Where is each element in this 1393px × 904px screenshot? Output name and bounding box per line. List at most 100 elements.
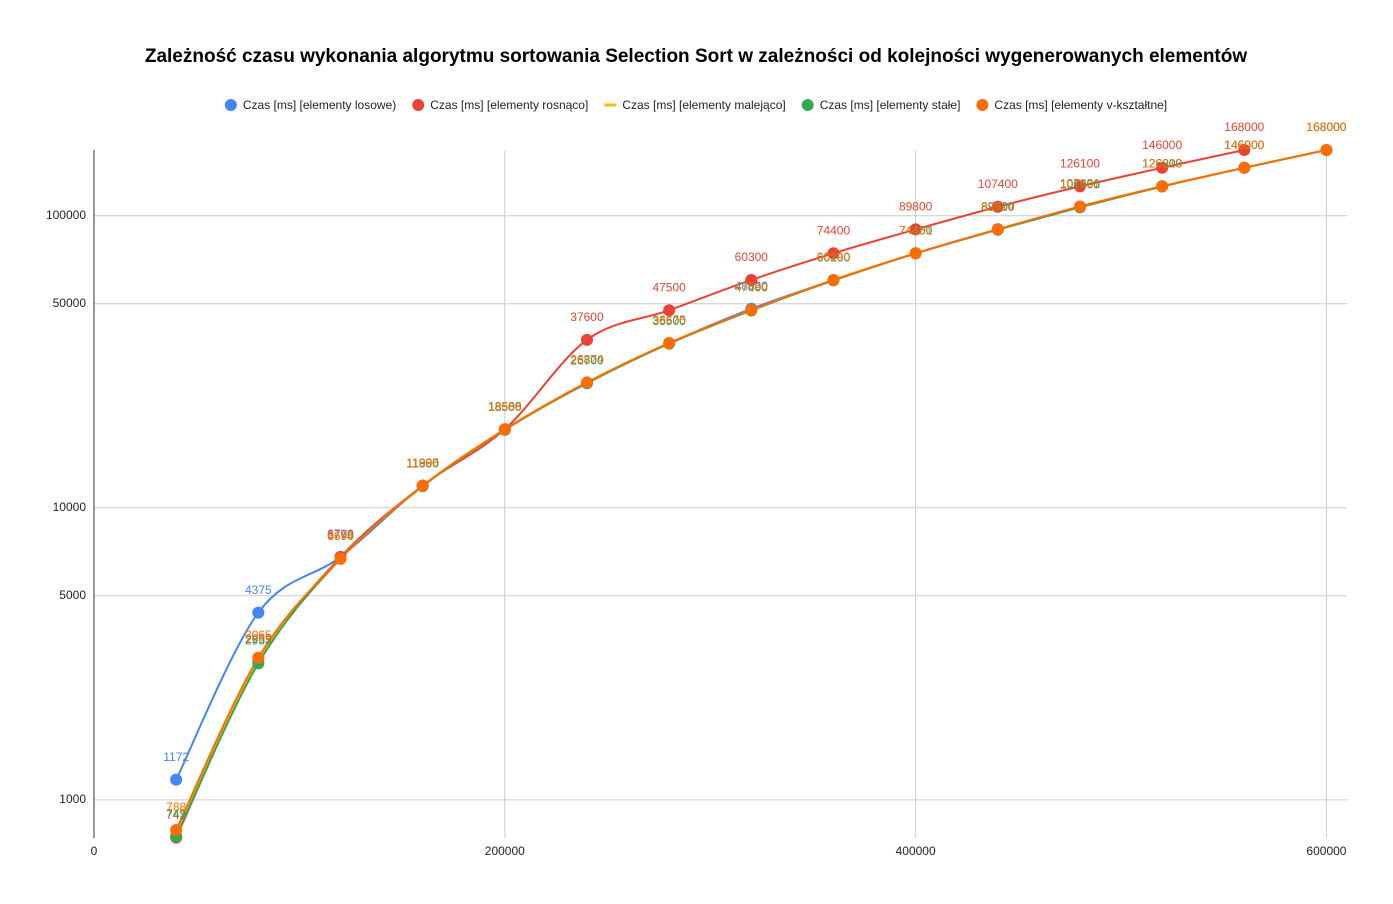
- legend-label: Czas [ms] [elementy malejąco]: [622, 98, 785, 112]
- series-line: [175, 149, 1327, 781]
- legend-item: Czas [ms] [elementy losowe): [224, 98, 396, 112]
- data-point: [991, 223, 1004, 236]
- legend-marker: [224, 99, 237, 111]
- data-label: 18500: [488, 400, 522, 414]
- y-tick-label: 5000: [59, 588, 86, 602]
- data-label: 106900: [1060, 178, 1100, 192]
- data-label: 48030: [735, 279, 769, 293]
- grid: 1000 5000 10000 50000 100000 0 200000 400000 600…: [46, 150, 1347, 858]
- legend-label: Czas [ms] [elementy v-kształtne]: [994, 98, 1167, 112]
- data-label: 146000: [1224, 138, 1264, 152]
- data-label: 146000: [1224, 138, 1264, 152]
- data-point: [580, 376, 593, 389]
- y-tick-label: 10000: [53, 500, 87, 514]
- data-point: [745, 303, 758, 316]
- data-point: [170, 824, 183, 837]
- data-label: 126213: [1142, 156, 1182, 170]
- data-label: 74401: [899, 223, 933, 237]
- data-point: [745, 273, 758, 286]
- data-label: 126000: [1142, 157, 1182, 171]
- data-point: [1238, 144, 1251, 156]
- data-label: 126100: [1060, 157, 1100, 171]
- data-point: [1073, 180, 1086, 193]
- legend-marker: [801, 99, 814, 111]
- data-point: [909, 223, 922, 236]
- legend-marker: [976, 99, 989, 111]
- data-label: 1172: [163, 750, 189, 764]
- data-label: 11906: [406, 456, 439, 470]
- data-point: [1156, 161, 1169, 174]
- data-label: 168000: [1306, 120, 1346, 134]
- data-label: 3065: [245, 628, 272, 642]
- data-label: 146000: [1142, 138, 1182, 152]
- data-label: 60300: [735, 250, 769, 264]
- data-label: 18588: [488, 399, 522, 413]
- data-point: [416, 479, 429, 492]
- data-label: 168000: [1306, 120, 1346, 134]
- legend-item: Czas [ms] [elementy v-kształtne]: [976, 98, 1167, 112]
- markers: 1172 4375 6790 11900 18500 26800 36600 48030 602…: [163, 120, 1347, 844]
- data-label: 36600: [652, 313, 686, 327]
- legend-label: Czas [ms] [elementy rosnąco]: [430, 98, 588, 112]
- data-label: 26874: [570, 353, 604, 367]
- data-point: [1073, 200, 1086, 213]
- y-tick-label: 50000: [53, 296, 87, 310]
- data-point: [170, 773, 183, 786]
- data-label: 2933: [245, 634, 272, 648]
- data-label: 749: [166, 807, 186, 821]
- x-tick-label: 200000: [485, 844, 525, 858]
- data-label: 37600: [570, 310, 604, 324]
- data-label: 36675: [652, 313, 686, 327]
- data-point: [252, 606, 265, 619]
- data-label: 89800: [899, 200, 933, 214]
- legend-item: Czas [ms] [elementy malejąco]: [604, 98, 786, 112]
- data-label: 788: [166, 800, 186, 814]
- legend: Czas [ms] [elementy losowe) Czas [ms] [el…: [224, 98, 1167, 112]
- data-point: [252, 651, 265, 664]
- data-label: 26800: [570, 353, 604, 367]
- data-point: [334, 552, 347, 565]
- data-label: 6690: [327, 529, 354, 543]
- data-point: [580, 333, 593, 346]
- data-label: 4375: [245, 583, 272, 597]
- data-label: 26700: [570, 353, 604, 367]
- y-tick-label: 1000: [59, 792, 86, 806]
- data-label: 6790: [327, 527, 354, 541]
- data-label: 168000: [1306, 120, 1346, 134]
- data-point: [827, 247, 840, 260]
- data-label: 47590: [735, 280, 769, 294]
- data-label: 742: [166, 808, 186, 822]
- data-label: 18563: [488, 400, 522, 414]
- x-tick-label: 600000: [1306, 844, 1346, 858]
- data-label: 107400: [978, 177, 1018, 191]
- data-label: 168000: [1224, 120, 1264, 134]
- data-label: 89914: [981, 199, 1015, 213]
- data-label: 6694: [327, 529, 354, 543]
- data-point: [1156, 180, 1169, 193]
- data-point: [663, 337, 676, 350]
- data-point: [991, 200, 1004, 213]
- chart-title: Zależność czasu wykonania algorytmu sort…: [145, 46, 1248, 67]
- data-label: 11900: [406, 456, 439, 470]
- data-label: 47500: [652, 280, 686, 294]
- data-label: 107631: [1060, 177, 1100, 191]
- data-label: 11895: [406, 456, 439, 470]
- data-point: [827, 273, 840, 286]
- data-point: [909, 247, 922, 260]
- x-tick-label: 400000: [896, 844, 936, 858]
- data-label: 74400: [817, 223, 851, 237]
- data-label: 60290: [817, 250, 851, 264]
- data-point: [663, 304, 676, 317]
- data-label: 18500: [488, 400, 522, 414]
- series-line: [175, 149, 1245, 839]
- x-tick-label: 0: [91, 844, 98, 858]
- data-label: 60100: [817, 251, 851, 265]
- data-label: 89600: [981, 200, 1015, 214]
- legend-label: Czas [ms] [elementy losowe): [243, 98, 396, 112]
- data-point: [498, 423, 511, 436]
- legend-item: Czas [ms] [elementy stałe]: [801, 98, 961, 112]
- data-label: 36500: [652, 314, 686, 328]
- y-tick-label: 100000: [46, 208, 86, 222]
- legend-label: Czas [ms] [elementy stałe]: [820, 98, 961, 112]
